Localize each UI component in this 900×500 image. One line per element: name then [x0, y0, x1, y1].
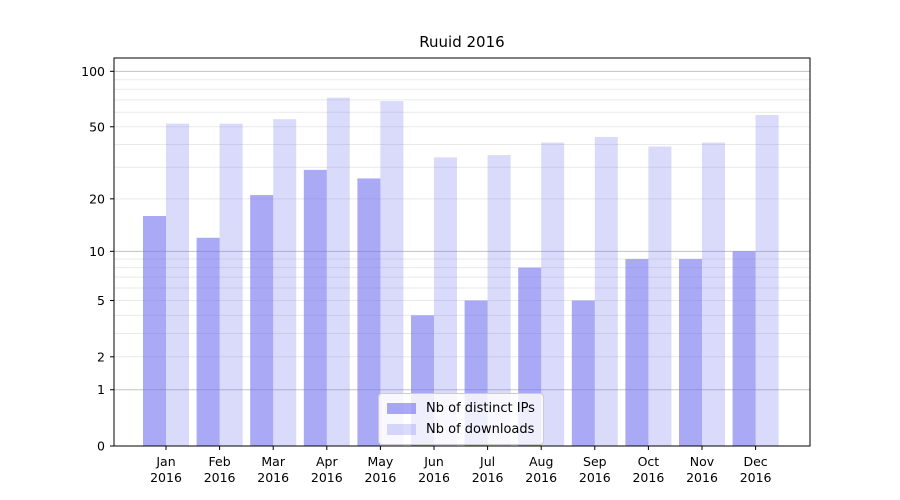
bar-distinct-ips-apr: [303, 169, 327, 447]
x-tick-label-year: 2016: [257, 470, 289, 485]
bar-downloads-nov: [702, 142, 725, 446]
x-tick-label-year: 2016: [686, 470, 718, 485]
bar-distinct-ips-jan: [143, 215, 166, 446]
plot-border: [113, 57, 811, 447]
bar-downloads-jun: [434, 157, 457, 447]
y-tick-label: 100: [81, 64, 105, 79]
x-tick-label-year: 2016: [740, 470, 772, 485]
x-tick-label-year: 2016: [579, 470, 611, 485]
x-tick-label-month: Feb: [209, 454, 231, 469]
bar-distinct-ips-may: [357, 178, 381, 446]
bar-distinct-ips-nov: [679, 259, 702, 446]
legend-label-downloads: Nb of downloads: [426, 422, 535, 437]
x-tick-label-month: Mar: [261, 454, 285, 469]
y-tick-label: 10: [89, 244, 105, 259]
bar-distinct-ips-mar: [250, 195, 274, 446]
bar-downloads-may: [380, 101, 404, 446]
bar-downloads-jul: [487, 155, 511, 446]
x-tick-label-month: Jul: [479, 454, 495, 469]
chart-title: Ruuid 2016: [419, 33, 505, 51]
x-tick-label-year: 2016: [204, 470, 236, 485]
bar-distinct-ips-dec: [732, 251, 756, 446]
bar-downloads-aug: [541, 142, 565, 446]
x-tick-label-year: 2016: [418, 470, 450, 485]
y-tick-label: 0: [97, 439, 105, 454]
x-tick-label-month: Aug: [529, 454, 553, 469]
y-tick-label: 50: [89, 119, 105, 134]
bar-downloads-apr: [326, 97, 350, 447]
legend-label-distinct-ips: Nb of distinct IPs: [426, 401, 535, 416]
legend: Nb of distinct IPs Nb of downloads: [378, 393, 544, 445]
x-tick-label-month: Apr: [316, 454, 338, 469]
bar-distinct-ips-feb: [196, 237, 220, 446]
bar-downloads-jan: [166, 123, 189, 447]
x-tick-label-month: Jun: [423, 454, 444, 469]
x-tick-label-month: Oct: [638, 454, 660, 469]
bar-distinct-ips-oct: [625, 259, 649, 446]
legend-item-downloads: Nb of downloads: [387, 421, 535, 438]
y-tick-label: 20: [89, 191, 105, 206]
x-tick-label-year: 2016: [311, 470, 343, 485]
bar-distinct-ips-sep: [571, 300, 595, 446]
x-tick-label-year: 2016: [150, 470, 182, 485]
x-tick-label-month: Jan: [155, 454, 175, 469]
y-tick-label: 2: [97, 349, 105, 364]
x-tick-label-month: Dec: [743, 454, 767, 469]
x-tick-label-year: 2016: [632, 470, 664, 485]
x-tick-label-month: Sep: [583, 454, 607, 469]
x-tick-label-year: 2016: [364, 470, 396, 485]
legend-swatch-distinct-ips: [387, 403, 416, 414]
bar-downloads-oct: [648, 146, 672, 446]
legend-item-distinct-ips: Nb of distinct IPs: [387, 400, 535, 417]
bar-downloads-sep: [594, 136, 618, 447]
y-tick-label: 5: [97, 293, 105, 308]
legend-swatch-downloads: [387, 424, 416, 435]
x-tick-label-month: Nov: [690, 454, 715, 469]
x-tick-label-month: May: [367, 454, 393, 469]
y-tick-label: 1: [97, 382, 105, 397]
bar-downloads-dec: [755, 114, 779, 447]
x-tick-label-year: 2016: [525, 470, 557, 485]
x-tick-label-year: 2016: [472, 470, 504, 485]
bar-downloads-feb: [219, 123, 243, 447]
bar-downloads-mar: [273, 119, 297, 446]
